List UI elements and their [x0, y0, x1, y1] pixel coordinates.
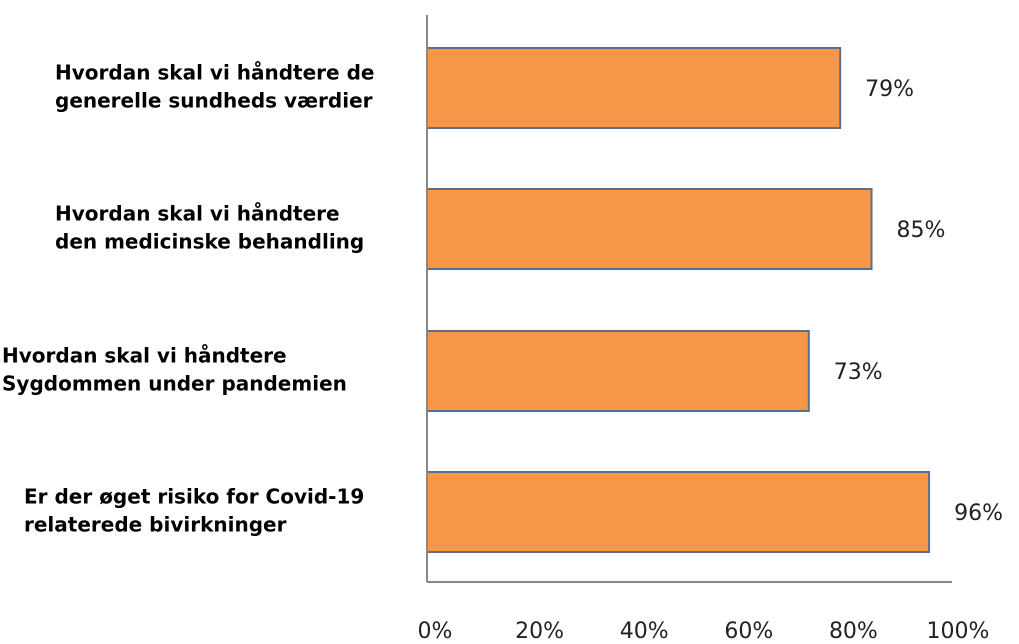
x-tick-label: 40%: [620, 619, 669, 644]
x-tick-label: 20%: [515, 619, 564, 644]
bar: [426, 188, 873, 270]
value-label: 96%: [954, 501, 1003, 526]
category-label: Hvordan skal vi håndtere: [2, 344, 287, 368]
bar: [426, 330, 810, 412]
x-tick-label: 0%: [418, 619, 453, 644]
value-label: 73%: [834, 360, 883, 385]
value-label: 79%: [865, 77, 914, 102]
x-tick-label: 80%: [829, 619, 878, 644]
x-tick-label: 100%: [927, 619, 990, 644]
category-label: Hvordan skal vi håndtere: [55, 202, 340, 226]
category-label: Er der øget risiko for Covid-19: [24, 485, 364, 509]
category-label: den medicinske behandling: [55, 230, 364, 254]
category-label: generelle sundheds værdier: [55, 89, 373, 113]
bar: [426, 47, 842, 129]
x-tick-label: 60%: [724, 619, 773, 644]
category-label: Sygdommen under pandemien: [2, 372, 347, 396]
bar: [426, 471, 931, 553]
category-label: relaterede bivirkninger: [24, 513, 287, 537]
value-label: 85%: [897, 218, 946, 243]
category-label: Hvordan skal vi håndtere de: [55, 61, 374, 85]
